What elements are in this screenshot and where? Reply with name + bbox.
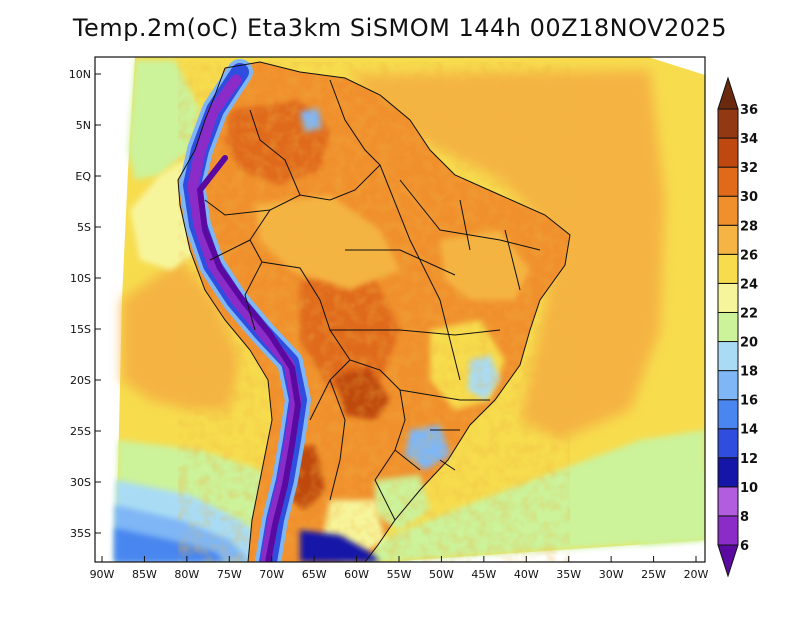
map-title: Temp.2m(oC) Eta3km SiSMOM 144h 00Z18NOV2… <box>72 14 728 42</box>
lat-tick-label: 20S <box>70 374 91 387</box>
lon-tick-label: 60W <box>344 568 369 581</box>
andes-band-6 <box>197 155 301 562</box>
patagonia-cold-tip <box>300 530 380 562</box>
lon-tick-label: 40W <box>514 568 539 581</box>
lon-tick-label: 50W <box>429 568 454 581</box>
south-america-borders <box>204 109 421 501</box>
lon-tick-label: 45W <box>471 568 496 581</box>
east-cool-band <box>640 470 705 545</box>
colorbar-label: 14 <box>740 423 758 438</box>
colorbar-cell <box>717 195 739 226</box>
andes-cold-ribbon <box>179 59 380 562</box>
latitude-axis: 10N 5N EQ 5S 10S 15S 20S 25S 30S 35S <box>69 68 101 540</box>
brazil-border <box>249 79 406 521</box>
colorbar-label: 10 <box>740 481 758 496</box>
colorbar-cell <box>717 428 739 459</box>
colorbar-label: 12 <box>740 452 758 467</box>
south-cool-band-16 <box>115 528 225 562</box>
colorbar-label: 28 <box>740 219 758 234</box>
northwest-cool-zone <box>128 60 200 180</box>
colorbar-cell <box>717 253 739 284</box>
lat-tick-label: 5N <box>76 119 91 132</box>
colorbar-label: 16 <box>740 394 758 409</box>
colorbar-cell <box>717 457 739 488</box>
coastline <box>177 61 571 562</box>
colorbar-label: 30 <box>740 190 758 205</box>
lon-tick-label: 30W <box>599 568 624 581</box>
colorbar-upper-arrow <box>717 76 739 110</box>
lon-tick-label: 65W <box>302 568 327 581</box>
lon-tick-label: 55W <box>387 568 412 581</box>
lat-tick-label: 25S <box>70 425 91 438</box>
colorbar-cell <box>717 486 739 517</box>
colorbar-cell <box>717 166 739 197</box>
colorbar: 6 8 10 12 14 16 18 20 22 24 26 28 30 32 34 36 <box>717 76 758 578</box>
colorbar-cell <box>717 137 739 168</box>
colorbar-label: 26 <box>740 248 758 263</box>
colorbar-cell <box>717 108 739 139</box>
political-boundaries <box>177 61 571 562</box>
colorbar-cell <box>717 341 739 372</box>
colorbar-cell <box>717 515 739 546</box>
colorbar-label: 22 <box>740 306 758 321</box>
colorbar-cell <box>717 282 739 313</box>
lat-tick-label: 5S <box>77 221 91 234</box>
lon-tick-label: 35W <box>556 568 581 581</box>
colorbar-cell <box>717 370 739 401</box>
atlantic-warm-zone <box>350 70 665 440</box>
colorbar-label: 24 <box>740 277 758 292</box>
lon-tick-label: 75W <box>217 568 242 581</box>
colorbar-label: 18 <box>740 365 758 380</box>
colorbar-label: 36 <box>740 103 758 118</box>
lon-tick-label: 80W <box>174 568 199 581</box>
colorbar-cell <box>717 224 739 255</box>
colorbar-label: 32 <box>740 161 758 176</box>
lat-tick-label: EQ <box>75 170 91 183</box>
lon-tick-label: 90W <box>90 568 115 581</box>
lat-tick-label: 10N <box>69 68 91 81</box>
lon-tick-label: 25W <box>641 568 666 581</box>
colorbar-lower-arrow <box>717 544 739 578</box>
colorbar-label: 6 <box>740 539 749 554</box>
colorbar-cell <box>717 311 739 343</box>
lon-tick-label: 20W <box>684 568 709 581</box>
colorbar-label: 34 <box>740 132 758 147</box>
colorbar-cell <box>717 399 739 430</box>
land-texture <box>178 62 570 562</box>
states-lines <box>330 164 541 471</box>
lon-tick-label: 85W <box>132 568 157 581</box>
south-america-land <box>178 62 570 562</box>
longitude-axis: 90W 85W 80W 75W 70W 65W 60W 55W 50W 45W 40W 35W 30W 2… <box>90 556 709 581</box>
colorbar-label: 20 <box>740 336 758 351</box>
colorbar-label: 8 <box>740 510 749 525</box>
plot-frame <box>94 56 706 563</box>
lat-tick-label: 10S <box>70 272 91 285</box>
temperature-field <box>115 57 705 562</box>
lon-tick-label: 70W <box>259 568 284 581</box>
lat-tick-label: 30S <box>70 476 91 489</box>
lat-tick-label: 35S <box>70 527 91 540</box>
lat-tick-label: 15S <box>70 323 91 336</box>
